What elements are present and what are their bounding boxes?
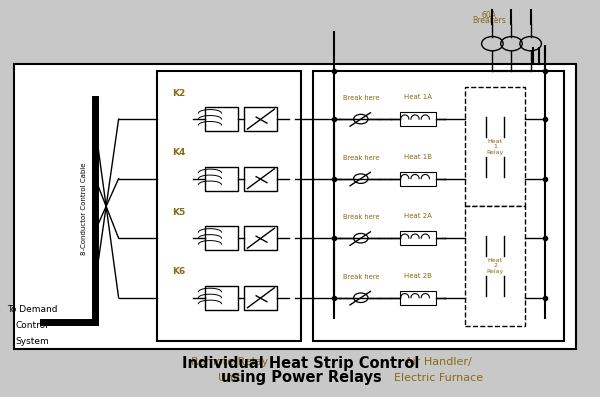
- Text: Heat 1B: Heat 1B: [404, 154, 431, 160]
- Bar: [400, 172, 436, 185]
- Text: Break here: Break here: [343, 274, 379, 280]
- Bar: [157, 71, 301, 341]
- Bar: [205, 286, 238, 310]
- Text: Break here: Break here: [343, 95, 379, 101]
- Text: Heat 1A: Heat 1A: [404, 94, 431, 100]
- Text: Break here: Break here: [343, 155, 379, 161]
- Bar: [205, 226, 238, 250]
- Bar: [14, 64, 576, 349]
- Bar: [244, 286, 277, 310]
- Text: Heat
2
Relay: Heat 2 Relay: [487, 258, 504, 274]
- Text: K4: K4: [172, 148, 186, 157]
- Text: K2: K2: [172, 89, 185, 98]
- Bar: [466, 87, 525, 206]
- Bar: [244, 226, 277, 250]
- Text: using Power Relays: using Power Relays: [221, 370, 382, 385]
- Text: K6: K6: [172, 268, 185, 276]
- Text: 60A: 60A: [482, 11, 497, 20]
- Text: Electric Furnace: Electric Furnace: [394, 373, 483, 383]
- Bar: [205, 107, 238, 131]
- Bar: [244, 107, 277, 131]
- Text: Air Handler/: Air Handler/: [405, 357, 472, 367]
- Text: Unit: Unit: [218, 373, 241, 383]
- Bar: [244, 167, 277, 191]
- Bar: [466, 206, 525, 326]
- Bar: [400, 112, 436, 126]
- Text: Heat 2B: Heat 2B: [404, 273, 431, 279]
- Text: Control: Control: [16, 321, 48, 330]
- Text: Remote Relay: Remote Relay: [191, 357, 268, 367]
- Bar: [313, 71, 564, 341]
- Text: To Demand: To Demand: [7, 305, 57, 314]
- Text: K5: K5: [172, 208, 185, 217]
- Text: Break here: Break here: [343, 214, 379, 220]
- Bar: [400, 291, 436, 305]
- Text: Individual Heat Strip Control: Individual Heat Strip Control: [182, 356, 419, 371]
- Text: Breakers: Breakers: [472, 15, 506, 25]
- Text: Heat
1
Relay: Heat 1 Relay: [487, 139, 504, 155]
- Text: Heat 2A: Heat 2A: [404, 213, 431, 219]
- Bar: [400, 231, 436, 245]
- Text: System: System: [15, 337, 49, 346]
- Bar: [205, 167, 238, 191]
- Text: 8-Conductor Control Cable: 8-Conductor Control Cable: [81, 162, 87, 254]
